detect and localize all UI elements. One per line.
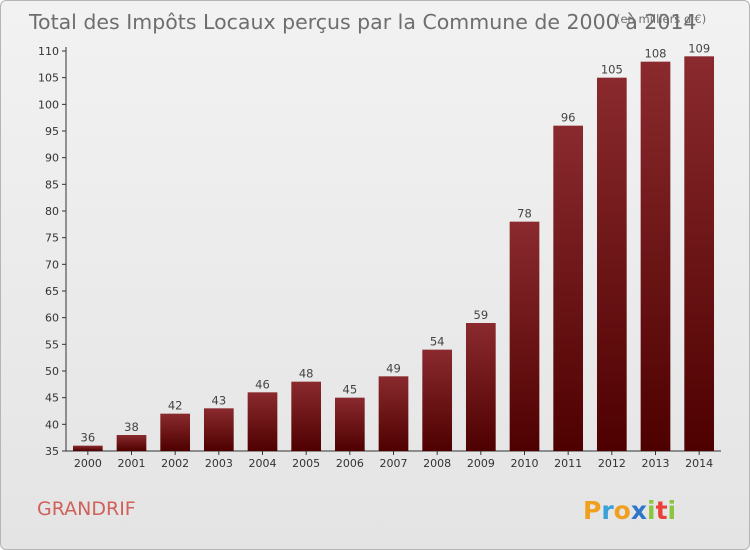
data-label: 42 bbox=[168, 399, 183, 413]
x-tick-label: 2010 bbox=[511, 457, 539, 470]
chart-title: Total des Impôts Locaux perçus par la Co… bbox=[28, 10, 696, 34]
y-tick-label: 55 bbox=[45, 338, 59, 351]
bar bbox=[596, 77, 627, 452]
y-tick-label: 110 bbox=[38, 45, 59, 58]
y-tick-label: 80 bbox=[45, 205, 59, 218]
x-tick-label: 2004 bbox=[249, 457, 277, 470]
bar bbox=[72, 445, 103, 451]
bar bbox=[684, 56, 715, 451]
bar bbox=[553, 125, 584, 452]
y-tick-label: 60 bbox=[45, 312, 59, 325]
x-tick-label: 2000 bbox=[74, 457, 102, 470]
data-label: 108 bbox=[645, 47, 667, 61]
bar bbox=[116, 435, 147, 451]
data-label: 59 bbox=[474, 308, 489, 322]
data-label: 96 bbox=[561, 111, 576, 125]
data-label: 38 bbox=[124, 420, 139, 434]
brand-letter: t bbox=[656, 496, 668, 525]
bar bbox=[160, 413, 191, 451]
data-label: 49 bbox=[386, 361, 401, 375]
data-label: 54 bbox=[430, 335, 445, 349]
brand-letter: o bbox=[614, 496, 631, 525]
bar bbox=[422, 349, 453, 451]
brand-letter: x bbox=[631, 496, 647, 525]
bar bbox=[465, 323, 496, 451]
brand-letter: i bbox=[647, 496, 656, 525]
x-tick-label: 2002 bbox=[161, 457, 189, 470]
y-tick-label: 75 bbox=[45, 232, 59, 245]
y-tick-label: 65 bbox=[45, 285, 59, 298]
y-tick-label: 45 bbox=[45, 392, 59, 405]
x-tick-label: 2005 bbox=[292, 457, 320, 470]
bar bbox=[509, 221, 540, 451]
data-label: 43 bbox=[212, 393, 227, 407]
data-label: 48 bbox=[299, 367, 314, 381]
brand-letter: P bbox=[583, 496, 601, 525]
x-tick-label: 2011 bbox=[554, 457, 582, 470]
bar bbox=[291, 381, 322, 451]
y-tick-label: 50 bbox=[45, 365, 59, 378]
y-tick-label: 35 bbox=[45, 445, 59, 458]
brand-letter: i bbox=[668, 496, 677, 525]
bar bbox=[247, 392, 278, 451]
x-tick-label: 2006 bbox=[336, 457, 364, 470]
brand-logo: Proxiti bbox=[583, 496, 676, 525]
bar bbox=[203, 408, 234, 451]
y-tick-label: 85 bbox=[45, 178, 59, 191]
x-tick-label: 2012 bbox=[598, 457, 626, 470]
y-tick-label: 105 bbox=[38, 72, 59, 85]
x-tick-label: 2003 bbox=[205, 457, 233, 470]
plot-area: 35 40 45 50 55 60 65 70 75 80 85 90 95 100 105 110 36 200… bbox=[38, 41, 721, 470]
y-tick-label: 100 bbox=[38, 98, 59, 111]
y-tick-label: 95 bbox=[45, 125, 59, 138]
data-label: 78 bbox=[517, 207, 532, 221]
data-label: 109 bbox=[688, 41, 710, 55]
data-label: 46 bbox=[255, 377, 270, 391]
data-label: 36 bbox=[81, 431, 96, 445]
y-tick-label: 90 bbox=[45, 152, 59, 165]
data-label: 105 bbox=[601, 63, 623, 77]
bar bbox=[640, 61, 671, 452]
chart-subtitle: (en milliers d'€) bbox=[616, 12, 706, 26]
x-tick-label: 2001 bbox=[118, 457, 146, 470]
x-tick-label: 2008 bbox=[423, 457, 451, 470]
x-tick-label: 2009 bbox=[467, 457, 495, 470]
commune-name: GRANDRIF bbox=[37, 498, 136, 520]
bar bbox=[378, 376, 409, 451]
brand-letter: r bbox=[601, 496, 614, 525]
x-tick-label: 2014 bbox=[685, 457, 713, 470]
bar bbox=[334, 397, 365, 451]
data-label: 45 bbox=[343, 383, 358, 397]
y-tick-label: 70 bbox=[45, 258, 59, 271]
y-tick-label: 40 bbox=[45, 418, 59, 431]
x-tick-label: 2007 bbox=[380, 457, 408, 470]
x-tick-label: 2013 bbox=[642, 457, 670, 470]
